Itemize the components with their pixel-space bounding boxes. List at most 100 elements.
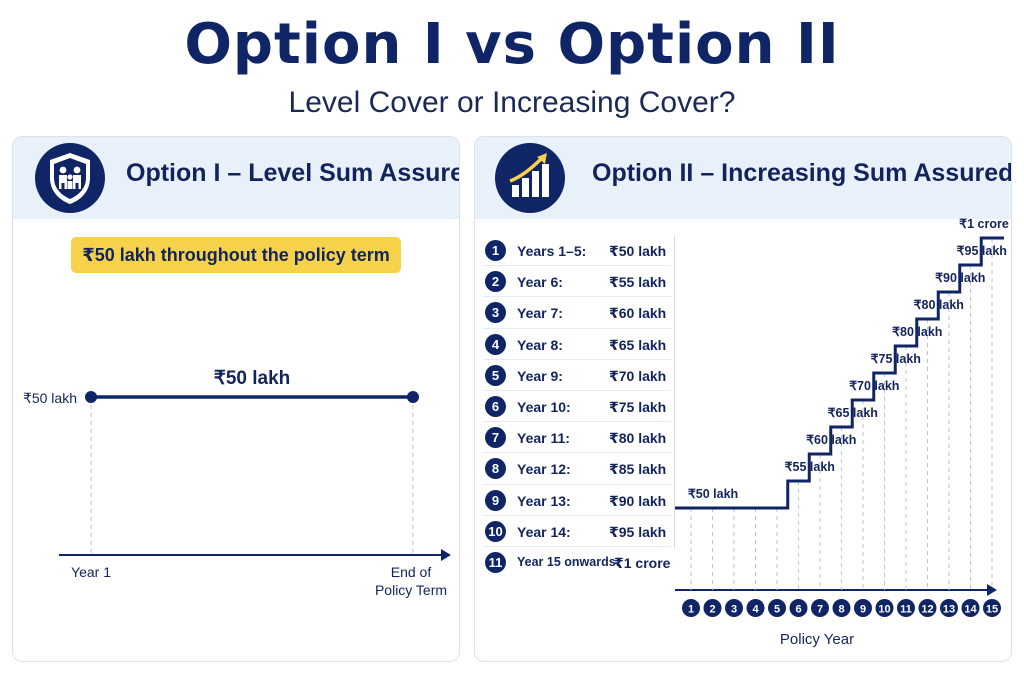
- policy-year-tick-label: 2: [709, 604, 715, 616]
- increase-schedule-list: 1 Years 1–5: ₹50 lakh 2 Year 6: ₹55 lakh 3 Year…: [483, 235, 671, 578]
- schedule-cover-value: ₹70 lakh: [609, 367, 667, 384]
- schedule-year-label: Year 14:: [517, 523, 571, 540]
- step-value-label: ₹55 lakh: [785, 460, 835, 474]
- schedule-row: 9 Year 13: ₹90 lakh: [483, 485, 671, 516]
- schedule-cover-value: ₹1 crore: [614, 554, 671, 571]
- policy-year-tick-label: 1: [688, 604, 694, 616]
- step-value-label: ₹60 lakh: [806, 433, 856, 447]
- schedule-row: 6 Year 10: ₹75 lakh: [483, 391, 671, 423]
- schedule-number-badge: 1: [485, 240, 506, 261]
- policy-year-tick-badge: [768, 599, 786, 617]
- policy-year-axis-label: Policy Year: [780, 631, 854, 648]
- schedule-cover-value: ₹55 lakh: [609, 274, 667, 291]
- schedule-year-label: Year 12:: [517, 461, 571, 478]
- step-value-label: ₹70 lakh: [849, 379, 899, 393]
- policy-year-tick-badge: [789, 599, 808, 617]
- step-value-label: ₹80 lakh: [892, 325, 942, 339]
- policy-year-tick-badge: [682, 599, 700, 617]
- schedule-year-label: Year 15 onwards:: [517, 554, 620, 569]
- policy-year-tick-badge: [703, 599, 722, 617]
- policy-year-tick-label: 4: [752, 604, 759, 616]
- schedule-row: 5 Year 9: ₹70 lakh: [483, 360, 671, 391]
- schedule-number-badge: 6: [485, 395, 506, 417]
- schedule-row: 3 Year 7: ₹60 lakh: [483, 297, 671, 329]
- policy-year-tick-label: 6: [795, 604, 801, 616]
- schedule-year-label: Year 11:: [517, 430, 570, 447]
- schedule-cover-value: ₹60 lakh: [609, 305, 667, 322]
- level-cover-note: ₹50 lakh throughout the policy term: [71, 237, 401, 273]
- schedule-cover-value: ₹95 lakh: [609, 523, 667, 540]
- rising-bar-chart-icon: [495, 143, 565, 213]
- step-value-label: ₹75 lakh: [871, 352, 921, 366]
- end-term-label-line2: Policy Term: [375, 582, 447, 598]
- schedule-number-badge: 4: [485, 333, 506, 355]
- schedule-row: 1 Years 1–5: ₹50 lakh: [483, 235, 671, 267]
- x-axis-arrow: [441, 549, 451, 561]
- schedule-number-badge: 2: [485, 271, 506, 293]
- schedule-cover-value: ₹65 lakh: [609, 336, 667, 353]
- schedule-row: 8 Year 12: ₹85 lakh: [483, 453, 671, 485]
- level-end-point: [407, 391, 419, 403]
- schedule-year-label: Year 8:: [517, 336, 563, 353]
- year-1-label: Year 1: [71, 564, 111, 580]
- schedule-year-label: Year 9:: [517, 367, 563, 384]
- level-line-label: ₹50 lakh: [214, 368, 291, 389]
- schedule-number-badge: 3: [485, 302, 506, 324]
- schedule-number-badge: 11: [485, 551, 506, 573]
- option-1-title: Option I – Level Sum Assured: [126, 159, 460, 187]
- schedule-number-badge: 10: [485, 520, 506, 542]
- schedule-year-label: Years 1–5:: [517, 243, 587, 259]
- policy-year-axis-arrow: [987, 584, 997, 596]
- policy-year-tick-badge: [875, 599, 894, 617]
- policy-year-tick-badge: [811, 599, 829, 617]
- schedule-cover-value: ₹80 lakh: [609, 430, 667, 447]
- policy-year-tick-label: 11: [900, 604, 912, 616]
- step-value-label: ₹1 crore: [959, 217, 1009, 231]
- step-value-label: ₹50 lakh: [688, 487, 738, 501]
- schedule-divider: [674, 235, 675, 549]
- step-value-label: ₹80 lakh: [914, 298, 964, 312]
- policy-year-tick-label: 8: [838, 604, 844, 616]
- policy-year-tick-label: 15: [986, 604, 998, 616]
- family-shield-icon: [35, 143, 105, 213]
- step-value-label: ₹95 lakh: [957, 244, 1007, 258]
- schedule-year-label: Year 7:: [517, 305, 563, 322]
- increasing-cover-step-line: [675, 236, 1004, 510]
- schedule-row: 7 Year 11: ₹80 lakh: [483, 422, 671, 454]
- policy-year-tick-badge: [725, 599, 743, 617]
- policy-year-tick-badge: [832, 599, 851, 617]
- schedule-cover-value: ₹50 lakh: [609, 243, 667, 259]
- policy-year-tick-label: 10: [878, 604, 890, 616]
- schedule-row: 11 Year 15 onwards: ₹1 crore: [483, 547, 671, 578]
- schedule-year-label: Year 6:: [517, 274, 563, 291]
- policy-year-tick-label: 14: [964, 604, 977, 616]
- schedule-row: 4 Year 8: ₹65 lakh: [483, 329, 671, 360]
- schedule-number-badge: 9: [485, 489, 506, 511]
- schedule-cover-value: ₹85 lakh: [609, 461, 667, 478]
- schedule-row: 2 Year 6: ₹55 lakh: [483, 266, 671, 298]
- schedule-number-badge: 8: [485, 458, 506, 480]
- step-value-label: ₹65 lakh: [828, 406, 878, 420]
- schedule-row: 10 Year 14: ₹95 lakh: [483, 516, 671, 547]
- schedule-number-badge: 5: [485, 364, 506, 386]
- option-1-panel: Option I – Level Sum Assured ₹50 lakh th…: [12, 136, 460, 662]
- schedule-cover-value: ₹90 lakh: [609, 492, 667, 509]
- policy-year-tick-label: 3: [731, 604, 737, 616]
- policy-year-tick-label: 5: [774, 604, 780, 616]
- schedule-year-label: Year 10:: [517, 398, 571, 415]
- schedule-year-label: Year 13:: [517, 492, 571, 509]
- policy-year-tick-badge: [940, 599, 958, 617]
- policy-year-tick-badge: [897, 599, 915, 617]
- policy-year-tick-badge: [983, 599, 1001, 617]
- policy-year-tick-label: 7: [817, 604, 823, 616]
- increasing-cover-chart: ₹50 lakh ₹55 lakh ₹60 lakh ₹65 lakh ₹70 lakh…: [675, 217, 1009, 648]
- end-term-label-line1: End of: [391, 564, 432, 580]
- policy-year-tick-label: 9: [860, 604, 866, 616]
- schedule-cover-value: ₹75 lakh: [609, 398, 667, 415]
- level-cover-chart: ₹50 lakh ₹50 lakh Year 1 End of Policy T…: [23, 368, 451, 598]
- policy-year-tick-label: 13: [943, 604, 955, 616]
- policy-year-tick-badge: [746, 599, 765, 617]
- schedule-number-badge: 7: [485, 427, 506, 449]
- option-2-title: Option II – Increasing Sum Assured: [592, 159, 1012, 187]
- main-title: Option I vs Option II: [184, 12, 840, 77]
